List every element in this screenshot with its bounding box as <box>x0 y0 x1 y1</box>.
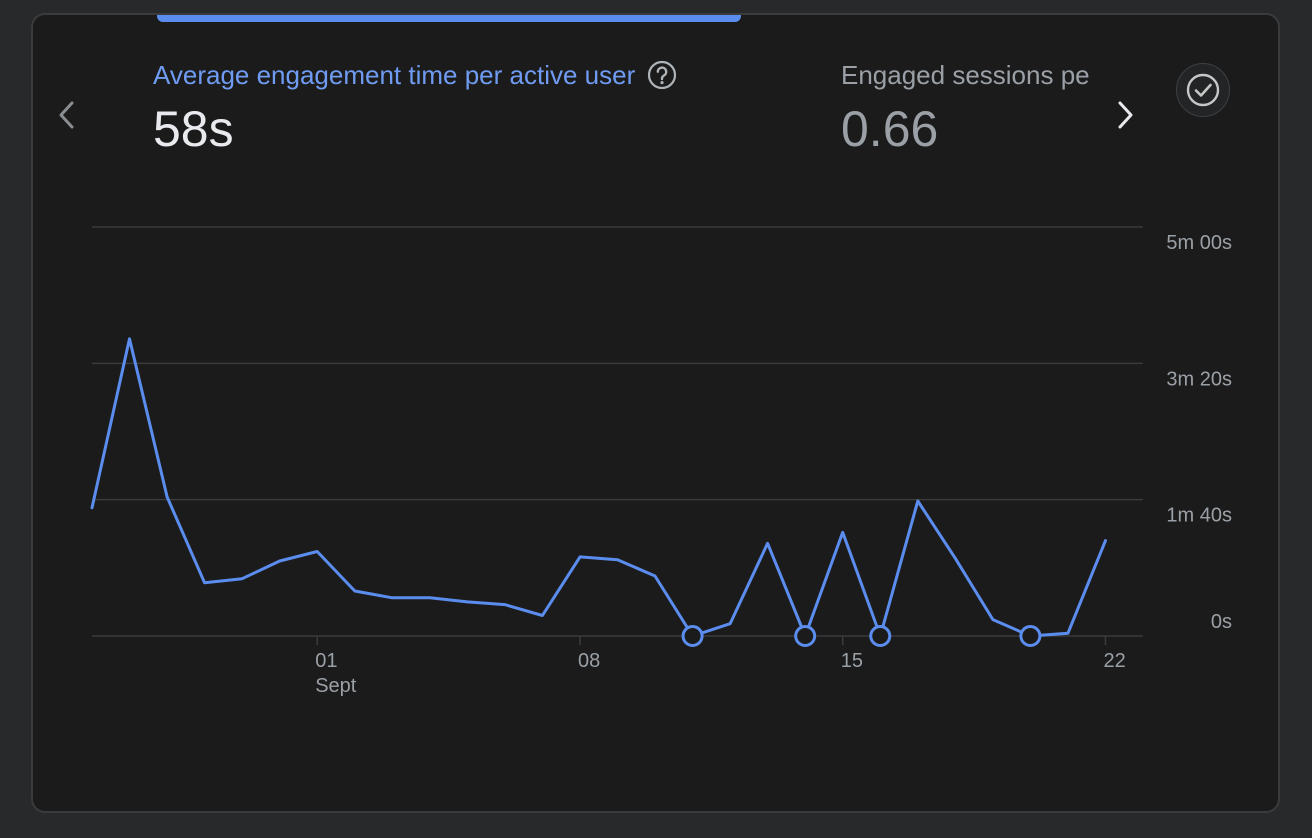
x-tick-label: 22 <box>1103 650 1125 672</box>
y-tick-label: 5m 00s <box>1166 232 1232 254</box>
x-tick-sublabel: Sept <box>315 675 357 697</box>
data-point-marker[interactable] <box>794 625 817 647</box>
metric-value: 0.66 <box>841 101 939 157</box>
y-tick-label: 0s <box>1211 611 1232 633</box>
data-point-marker[interactable] <box>1019 625 1042 647</box>
next-metric-button[interactable] <box>1111 95 1139 135</box>
chevron-left-icon <box>59 101 74 129</box>
metric-title: Engaged sessions per active user <box>841 60 1089 90</box>
metric-tab-avg-engagement[interactable]: Average engagement time per active user … <box>153 59 677 159</box>
chevron-right-icon <box>1118 101 1133 129</box>
x-tick-label: 01 <box>315 650 337 672</box>
y-tick-label: 1m 40s <box>1166 505 1232 527</box>
series-line <box>90 337 1107 638</box>
data-point-marker[interactable] <box>869 625 892 647</box>
previous-metric-button[interactable] <box>53 95 81 135</box>
x-tick-label: 08 <box>578 650 600 672</box>
metric-chart-card: Average engagement time per active user … <box>31 13 1280 813</box>
metric-value: 58s <box>153 101 234 157</box>
metric-title: Average engagement time per active user <box>153 60 636 90</box>
y-tick-label: 3m 20s <box>1166 368 1232 390</box>
help-circle-icon[interactable] <box>647 60 677 90</box>
compare-toggle-button[interactable] <box>1176 63 1230 117</box>
line-chart: 0s 1m 40s 3m 20s 5m 00s 01 Sept 08 15 22 <box>90 226 1232 697</box>
active-metric-indicator <box>157 15 741 22</box>
data-point-marker[interactable] <box>681 625 704 647</box>
check-circle-icon <box>1186 73 1220 107</box>
x-tick-label: 15 <box>841 650 863 672</box>
metric-tab-engaged-sessions[interactable]: Engaged sessions per active user 0.66 <box>841 59 1089 159</box>
